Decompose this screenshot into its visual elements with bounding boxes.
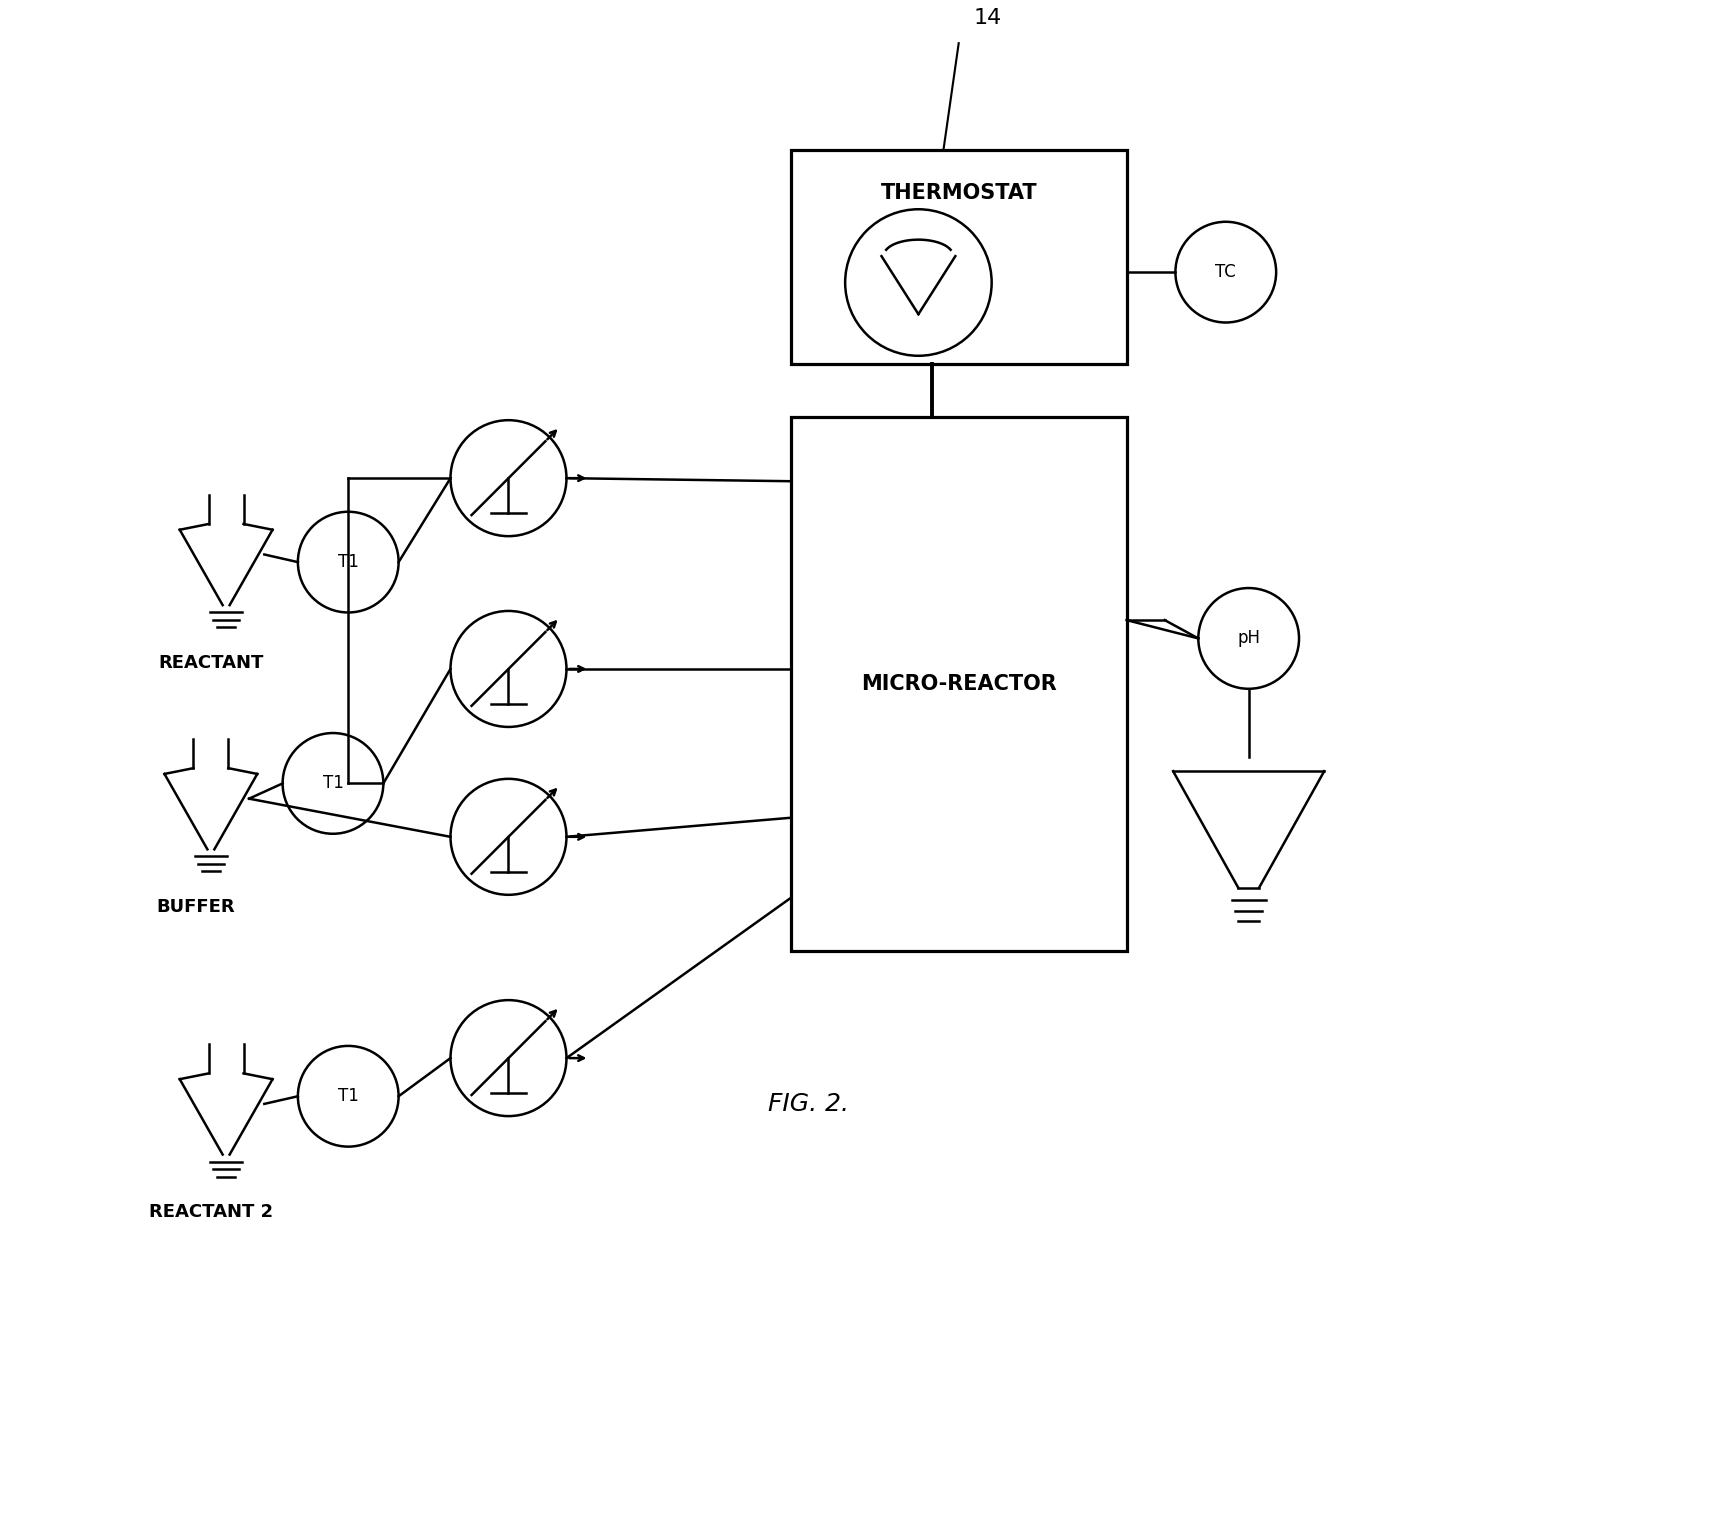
Text: MICRO-REACTOR: MICRO-REACTOR [861,675,1057,695]
Bar [791,150,1126,364]
Circle shape [450,779,567,894]
Text: REACTANT: REACTANT [158,653,263,672]
Text: 14: 14 [975,8,1002,28]
Text: THERMOSTAT: THERMOSTAT [880,183,1037,202]
Text: FIG. 2.: FIG. 2. [768,1092,849,1115]
Text: REACTANT 2: REACTANT 2 [150,1203,273,1221]
Text: T1: T1 [323,775,344,793]
Circle shape [297,1046,399,1146]
Circle shape [846,209,992,356]
Text: pH: pH [1238,629,1260,647]
Circle shape [297,512,399,612]
Bar [791,417,1126,951]
Circle shape [282,733,383,834]
Text: TC: TC [1215,264,1236,281]
Circle shape [450,1000,567,1117]
Circle shape [450,420,567,537]
Circle shape [1198,588,1300,689]
Text: BUFFER: BUFFER [156,897,236,916]
Circle shape [450,611,567,727]
Text: T1: T1 [339,1088,359,1106]
Text: T1: T1 [339,554,359,571]
Circle shape [1176,222,1275,322]
